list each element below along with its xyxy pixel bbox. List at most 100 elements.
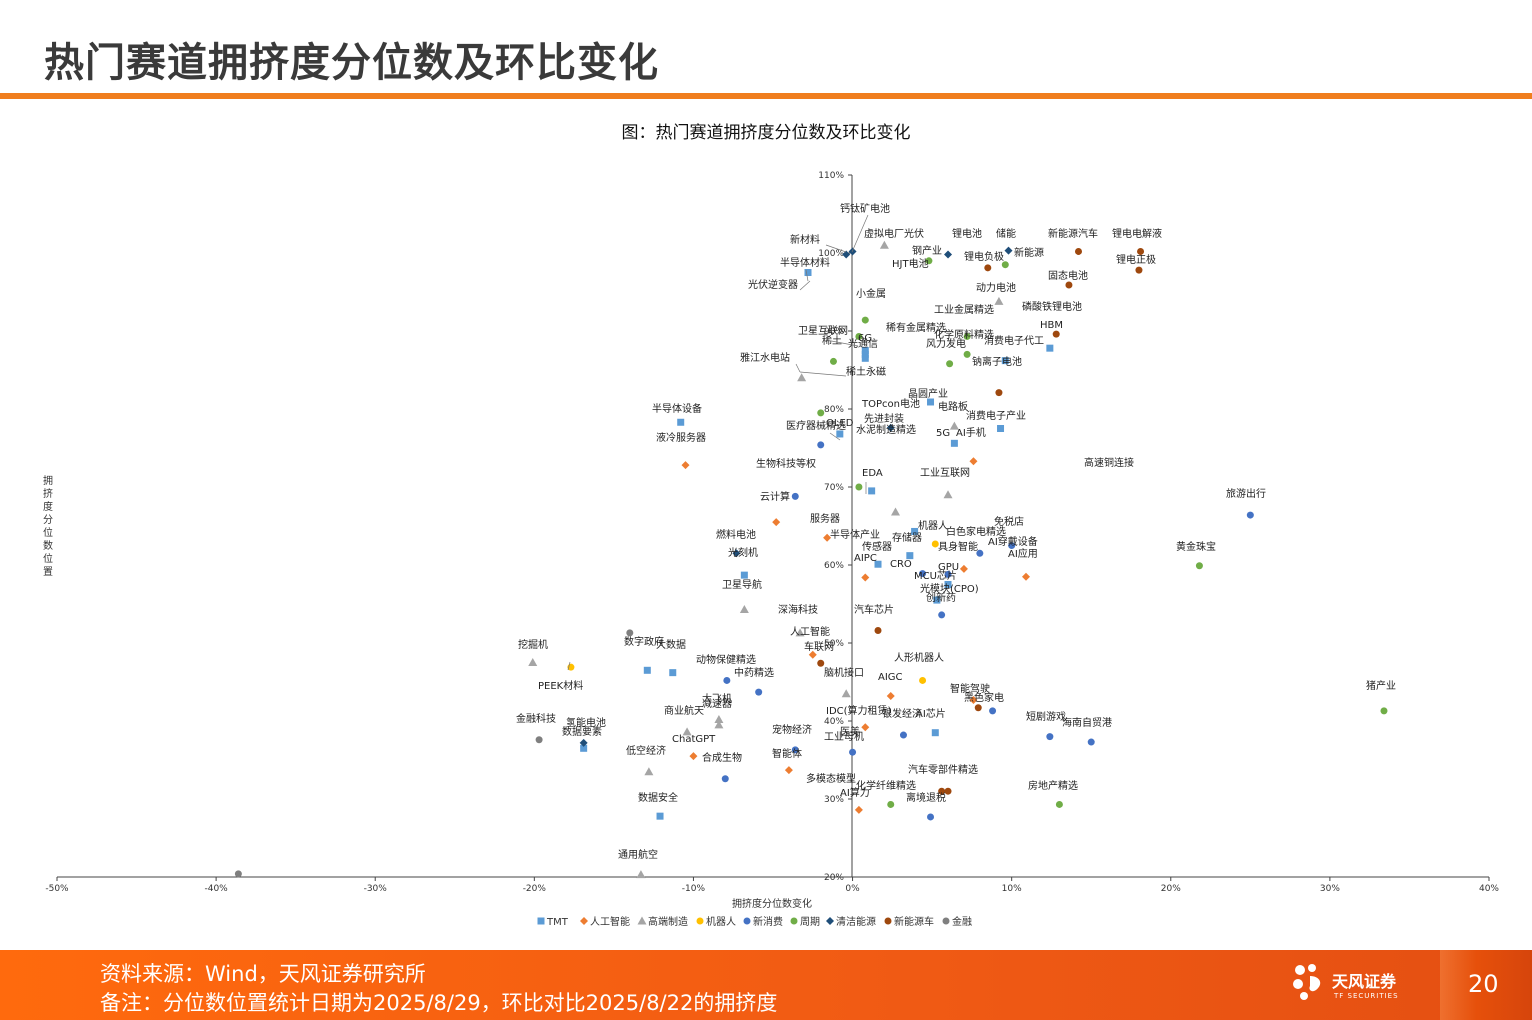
data-label: 白色家电精选 [946,525,1006,538]
data-label: 工业母机 [824,730,864,743]
data-point [234,870,242,878]
y-tick-label: 70% [824,483,844,493]
data-label: 生物科技等权 [756,457,816,470]
data-label: 合成生物 [702,751,742,764]
x-tick-label: -10% [682,884,706,894]
data-label: 工业金属精选 [934,303,994,316]
data-point [911,527,919,535]
brand-name: 天风证券 [1332,972,1397,991]
data-label: 减速器 [702,698,732,710]
data-label: 液冷服务器 [656,431,706,444]
data-point [874,560,882,568]
data-label: 卫星互联网 [798,325,848,337]
data-label: 脑机接口 [824,666,864,679]
data-point [976,549,984,557]
data-label: 云计算 [760,490,790,503]
data-point [887,800,895,808]
y-tick-label: 60% [824,561,844,571]
data-label: 光通信 [848,337,878,350]
data-point [1195,562,1203,570]
data-label: IDC(算力租赁) [826,704,892,717]
data-point [1135,266,1143,274]
data-point [886,423,895,432]
y-tick-label: 90% [824,327,844,337]
y-axis-title-char: 位 [43,552,53,565]
data-label: 汽车零部件精选 [908,763,978,776]
data-point [772,518,781,527]
y-axis-title-char: 分 [43,514,53,526]
data-label: 金融科技 [516,712,556,725]
data-point [919,570,927,578]
data-label: AI算力 [840,786,870,799]
data-point [636,870,646,879]
data-point [861,316,869,324]
data-point [861,354,869,362]
data-label: 商业航天 [664,704,704,717]
data-label: 汽车芯片 [854,603,894,616]
data-point [874,627,882,635]
data-label: 免税店 [994,515,1024,528]
leader-line [805,269,809,282]
y-axis-title-char: 度 [43,500,53,513]
data-point [899,731,907,739]
data-point [944,570,952,578]
data-point [855,332,863,340]
data-point [817,659,825,667]
data-point [1008,542,1016,549]
data-label: 智能体 [772,747,802,760]
data-label: HBM [1040,320,1063,331]
y-tick-label: 30% [824,795,844,805]
data-point [849,748,857,756]
data-label: 黄金珠宝 [1176,540,1216,553]
legend-label: 新消费 [753,915,783,928]
data-point [755,688,763,696]
data-point [969,457,978,466]
scatter-chart: -50% -40% -30% -20% -10% 0% 10% 20% 30% 40% 20% 30%… [43,171,1499,928]
data-point [791,746,799,754]
legend-marker [790,917,798,925]
data-point [1065,281,1073,289]
data-label: 存储器 [892,531,922,544]
data-point [1001,357,1009,365]
data-label: 水泥制造精选 [856,423,916,436]
data-label: 动物保健精选 [696,653,756,666]
data-label: 数字政府 [624,635,664,648]
data-label: 服务器 [810,512,840,525]
x-tick-label: 20% [1161,884,1181,894]
data-point [933,596,941,604]
legend-label: TMT [546,917,569,928]
data-label: 5G [936,428,950,439]
data-label: 大飞机 [702,692,732,705]
y-tick-label: 50% [824,639,844,649]
data-label: AI应用 [1008,547,1038,560]
data-label: 消费电子产业 [966,409,1026,422]
data-point [963,350,971,358]
data-label: 锂电正极 [1116,253,1156,266]
data-label: 离境退税 [906,791,946,804]
legend-label: 人工智能 [590,915,630,928]
x-tick-label: -50% [45,884,69,894]
data-point [580,744,588,752]
data-point [739,604,749,613]
data-point [626,629,634,637]
data-label: CRO [890,559,912,570]
data-point [1137,247,1145,255]
data-label: 晶圆产业 [908,387,948,400]
data-label: 光模块(CPO) [920,582,979,595]
x-tick-label: 30% [1320,884,1340,894]
y-axis-title-char: 挤 [43,487,53,500]
data-point [804,269,812,276]
data-label: 人工智能 [790,625,830,638]
data-point [817,441,825,449]
data-label: 雅江水电站 [740,351,790,364]
data-label: 锂电负极 [964,250,1004,263]
data-label: 光伏逆变器 [748,278,798,291]
data-point [579,738,588,747]
data-label: 人形机器人 [894,651,944,664]
data-label: 多模态模型 [806,772,856,785]
data-label: AIGC [878,672,903,683]
data-label: 半导体设备 [652,402,702,415]
data-point [959,564,968,573]
brand-logo-icon [1293,964,1321,1000]
data-point [669,669,677,677]
